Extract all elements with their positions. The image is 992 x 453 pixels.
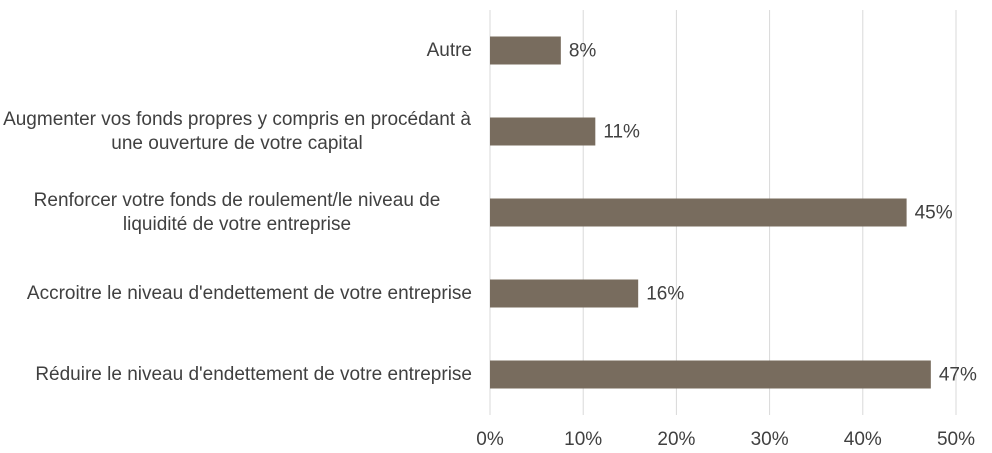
y-tick-label: Renforcer votre fonds de roulement/le ni…	[33, 189, 441, 235]
value-label: 8%	[569, 41, 597, 62]
bar	[490, 117, 596, 146]
y-tick-label: Autre	[426, 39, 472, 61]
y-tick-label: Augmenter vos fonds propres y compris en…	[3, 108, 471, 154]
x-tick-label: 20%	[657, 429, 695, 450]
value-label: 47%	[939, 365, 977, 386]
value-label: 16%	[646, 284, 684, 305]
bar	[490, 198, 907, 227]
x-tick-label: 40%	[844, 429, 882, 450]
x-tick-label: 30%	[751, 429, 789, 450]
value-label: 45%	[915, 203, 953, 224]
x-tick-label: 0%	[476, 429, 504, 450]
value-label: 11%	[603, 122, 640, 143]
bar	[490, 360, 931, 389]
x-tick-label: 10%	[564, 429, 602, 450]
bar	[490, 36, 561, 65]
x-tick-label: 50%	[937, 429, 975, 450]
y-tick-label: Accroitre le niveau d'endettement de vot…	[26, 282, 472, 304]
y-tick-label: Réduire le niveau d'endettement de votre…	[35, 363, 472, 385]
bar	[490, 279, 639, 308]
